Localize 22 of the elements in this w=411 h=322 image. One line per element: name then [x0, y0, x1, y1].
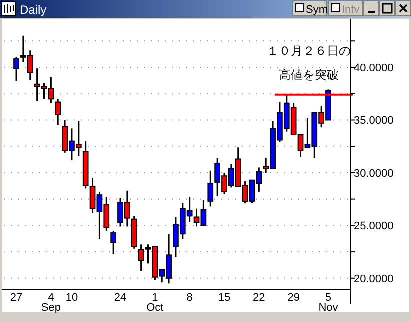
candlestick — [208, 170, 214, 208]
x-tick-label: 15 — [218, 292, 231, 304]
y-tick-label: 25.0000 — [354, 220, 394, 233]
candlestick — [110, 230, 116, 255]
x-tick-label: 1 Oct — [146, 292, 164, 314]
y-tick-label: 40.0000 — [354, 62, 394, 75]
x-tick-label: 22 — [253, 292, 266, 304]
x-tick-label: 29 — [288, 292, 300, 304]
x-tick-label: 24 — [114, 292, 127, 304]
y-tick-label: 35.0000 — [354, 115, 394, 128]
y-tick-label: 30.0000 — [354, 168, 394, 180]
candlestick — [14, 56, 20, 82]
toggle-button: Sym — [292, 0, 328, 16]
y-tick-label: 20.0000 — [354, 273, 394, 286]
x-tick-label: 27 — [10, 292, 23, 304]
chart-title: Daily — [20, 3, 47, 17]
x-tick-label: 10 — [66, 292, 78, 304]
candlestick — [55, 98, 62, 126]
x-tick-label: 4 Sep — [41, 292, 61, 314]
x-tick-label: 8 — [186, 292, 193, 304]
ref-line-label: １０月２６日の高値を突破 — [266, 44, 351, 82]
x-tick-label: 5 Nov — [318, 292, 339, 314]
